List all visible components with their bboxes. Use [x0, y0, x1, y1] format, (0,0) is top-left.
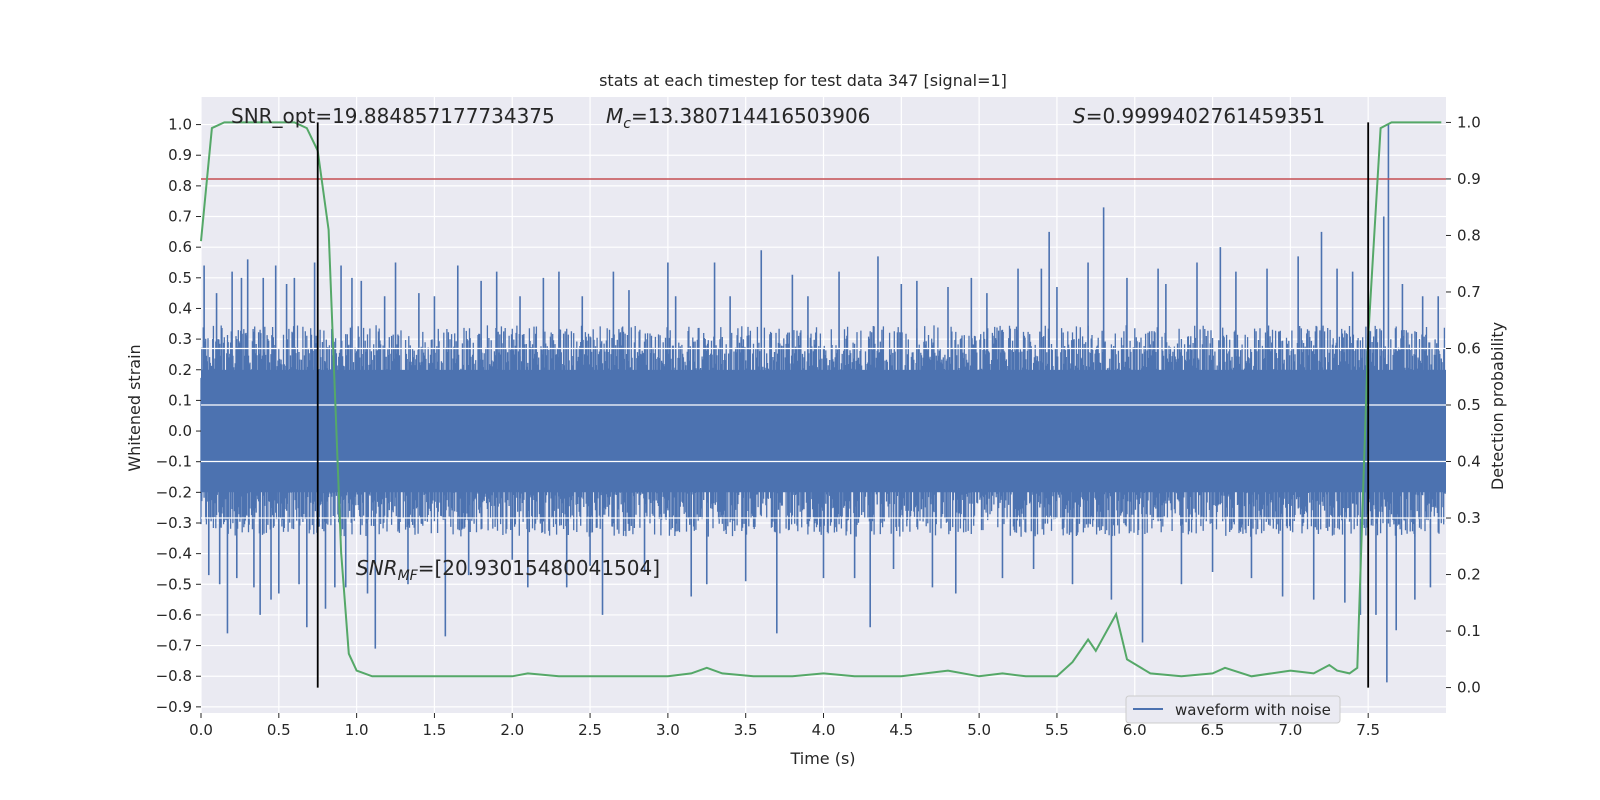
x-axis-label: Time (s) [789, 749, 855, 768]
x-tick-label: 2.0 [500, 721, 524, 739]
x-tick-label: 1.0 [345, 721, 369, 739]
plot-area [200, 97, 1446, 713]
y2-tick-label: 0.1 [1457, 622, 1481, 640]
x-axis-ticks: 0.0 0.5 1.0 1.5 2.0 2.5 3.0 3.5 4.0 4.5 5.0 5.5 6.0 6… [189, 713, 1380, 739]
y2-tick-label: 0.8 [1457, 226, 1481, 244]
x-tick-label: 7.5 [1356, 721, 1380, 739]
y-tick-label: 0.0 [168, 422, 192, 440]
x-tick-label: 3.0 [656, 721, 680, 739]
y2-tick-label: 0.9 [1457, 170, 1481, 188]
y2-tick-label: 0.3 [1457, 509, 1481, 527]
y-tick-label: −0.7 [156, 637, 192, 655]
annotation-snr-opt: SNR_opt=19.884857177734375 [231, 104, 555, 128]
annotation-chirp-mass: Mc=13.380714416503906 [606, 104, 870, 132]
annotation-s-statistic: S=0.9999402761459351 [1073, 104, 1325, 128]
x-tick-label: 3.5 [734, 721, 758, 739]
legend: waveform with noise [1125, 695, 1341, 724]
x-tick-label: 7.0 [1278, 721, 1302, 739]
x-tick-label: 0.5 [267, 721, 291, 739]
y2-tick-label: 0.6 [1457, 339, 1481, 357]
y2-axis-label: Detection probability [1488, 322, 1507, 490]
y2-tick-label: 1.0 [1457, 113, 1481, 131]
y-tick-label: 0.4 [168, 299, 192, 317]
legend-box [1125, 695, 1341, 724]
y-tick-label: −0.8 [156, 667, 192, 685]
y-tick-label: 1.0 [168, 116, 192, 134]
annotation-snr-mf: SNRMF=[20.93015480041504] [356, 556, 660, 584]
y2-tick-label: 0.4 [1457, 453, 1481, 471]
y-tick-label: −0.2 [156, 483, 192, 501]
y-tick-label: 0.9 [168, 146, 192, 164]
x-tick-label: 6.0 [1123, 721, 1147, 739]
y-tick-label: −0.6 [156, 606, 192, 624]
legend-label: waveform with noise [1175, 701, 1331, 719]
x-tick-label: 0.0 [189, 721, 213, 739]
y-tick-label: 0.1 [168, 391, 192, 409]
y-tick-label: 0.3 [168, 330, 192, 348]
x-tick-label: 2.5 [578, 721, 602, 739]
y-tick-label: −0.9 [156, 698, 192, 716]
y-tick-label: 0.6 [168, 238, 192, 256]
y-tick-label: −0.1 [156, 453, 192, 471]
y-tick-label: 0.7 [168, 208, 192, 226]
chart-title: stats at each timestep for test data 347… [599, 71, 1007, 90]
y-tick-label: 0.2 [168, 361, 192, 379]
y-tick-label: −0.4 [156, 545, 192, 563]
x-tick-label: 5.0 [967, 721, 991, 739]
y2-tick-label: 0.7 [1457, 283, 1481, 301]
waveform-series [200, 124, 1446, 683]
x-tick-label: 4.5 [889, 721, 913, 739]
x-tick-label: 5.5 [1045, 721, 1069, 739]
x-tick-label: 4.0 [812, 721, 836, 739]
y-axis-label: Whitened strain [125, 344, 144, 471]
probability-line [200, 121, 1442, 678]
y-tick-label: 0.5 [168, 269, 192, 287]
y2-axis-ticks: 0.0 0.1 0.2 0.3 0.4 0.5 0.6 0.7 0.8 0.9 1.0 [1446, 113, 1481, 697]
y-tick-label: −0.3 [156, 514, 192, 532]
y2-tick-label: 0.0 [1457, 679, 1481, 697]
y2-tick-label: 0.5 [1457, 396, 1481, 414]
x-tick-label: 6.5 [1201, 721, 1225, 739]
y-axis-ticks: −0.9 −0.8 −0.7 −0.6 −0.5 −0.4 −0.3 −0.2 −0.1 0.0 0… [156, 116, 201, 716]
x-tick-label: 1.5 [423, 721, 447, 739]
y-tick-label: −0.5 [156, 575, 192, 593]
y2-tick-label: 0.2 [1457, 566, 1481, 584]
y-tick-label: 0.8 [168, 177, 192, 195]
